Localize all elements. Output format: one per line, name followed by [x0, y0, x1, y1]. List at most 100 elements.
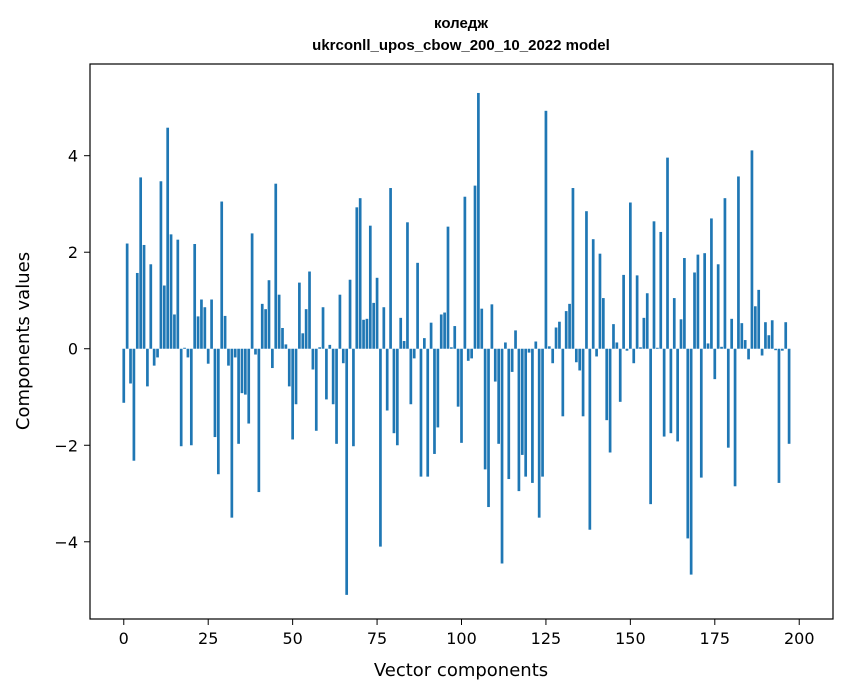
bar-91 [429, 322, 433, 349]
bar-165 [679, 319, 683, 349]
bar-152 [635, 275, 639, 349]
bar-193 [774, 348, 777, 351]
bar-138 [588, 348, 592, 530]
bar-181 [733, 348, 737, 487]
bar-140 [595, 348, 598, 357]
bar-119 [524, 348, 528, 477]
bar-113 [504, 342, 507, 349]
bar-100 [460, 348, 463, 443]
bar-84 [406, 222, 409, 349]
bar-177 [720, 346, 723, 349]
bar-124 [541, 348, 544, 477]
bar-66 [345, 348, 349, 595]
y-tick-label: −4 [54, 533, 78, 552]
bar-151 [632, 348, 636, 364]
bar-57 [314, 348, 318, 431]
bar-45 [274, 183, 278, 349]
x-tick-label: 125 [531, 629, 562, 648]
bar-176 [716, 264, 720, 349]
bar-169 [693, 272, 696, 349]
y-tick-label: 0 [68, 340, 78, 359]
bar-9 [152, 348, 156, 366]
bar-94 [439, 314, 443, 349]
bar-184 [743, 340, 747, 349]
x-tick-label: 175 [700, 629, 731, 648]
x-tick-label: 150 [615, 629, 646, 648]
bar-153 [639, 347, 642, 349]
bar-148 [622, 274, 625, 349]
bar-139 [591, 239, 595, 349]
bar-70 [358, 198, 362, 349]
bar-16 [176, 239, 180, 349]
bar-71 [362, 319, 365, 349]
bar-79 [389, 188, 392, 349]
bar-105 [477, 92, 480, 349]
bar-48 [284, 344, 288, 349]
bar-183 [740, 323, 744, 349]
bar-175 [713, 348, 717, 380]
bar-161 [666, 157, 669, 349]
x-tick-label: 25 [198, 629, 218, 648]
bar-103 [470, 348, 473, 359]
bar-162 [669, 348, 673, 434]
bar-117 [517, 348, 521, 492]
bar-150 [629, 202, 632, 349]
bar-86 [412, 348, 416, 359]
bar-146 [615, 342, 619, 349]
bar-108 [487, 348, 490, 508]
bar-121 [531, 348, 534, 483]
bar-63 [335, 348, 338, 444]
bar-179 [726, 348, 730, 448]
bar-95 [443, 312, 446, 349]
bar-93 [436, 348, 440, 428]
x-tick-label: 200 [784, 629, 815, 648]
bar-160 [662, 348, 666, 437]
bar-157 [652, 221, 656, 349]
bar-47 [281, 327, 284, 349]
bar-40 [257, 348, 261, 493]
bar-98 [453, 326, 457, 349]
bar-191 [767, 335, 771, 349]
bar-62 [331, 348, 335, 405]
bar-164 [676, 348, 679, 442]
bar-92 [433, 348, 436, 454]
chart-title: коледж [434, 15, 488, 32]
x-tick-label: 100 [446, 629, 477, 648]
bar-30 [223, 315, 227, 349]
bar-168 [689, 348, 693, 575]
chart-subtitle: ukrconll_upos_cbow_200_10_2022 model [312, 37, 610, 54]
bar-186 [750, 150, 754, 349]
bar-27 [213, 348, 217, 438]
bar-149 [625, 348, 629, 351]
bar-35 [240, 348, 244, 394]
bar-3 [132, 348, 136, 461]
bar-85 [409, 348, 413, 405]
bar-159 [659, 231, 663, 349]
bar-12 [162, 285, 166, 349]
bar-87 [416, 262, 419, 349]
bar-49 [287, 348, 291, 387]
bar-116 [514, 330, 517, 349]
bar-106 [480, 308, 484, 349]
bar-145 [612, 324, 615, 349]
bar-29 [220, 201, 224, 349]
bar-99 [456, 348, 460, 407]
bar-125 [544, 110, 548, 349]
bar-0 [122, 348, 126, 403]
bar-132 [568, 303, 571, 349]
bar-101 [463, 196, 467, 349]
bar-15 [173, 314, 176, 349]
bars-group [122, 92, 791, 595]
bar-134 [574, 348, 578, 363]
bar-196 [784, 322, 788, 349]
bar-55 [308, 271, 311, 349]
bar-75 [375, 277, 379, 349]
bar-26 [210, 299, 213, 349]
bar-118 [520, 348, 524, 455]
bar-126 [547, 346, 551, 349]
bar-102 [466, 348, 470, 361]
bar-2 [129, 348, 132, 384]
bar-38 [250, 233, 254, 349]
x-axis-label: Vector components [374, 660, 548, 681]
bar-43 [267, 280, 271, 349]
